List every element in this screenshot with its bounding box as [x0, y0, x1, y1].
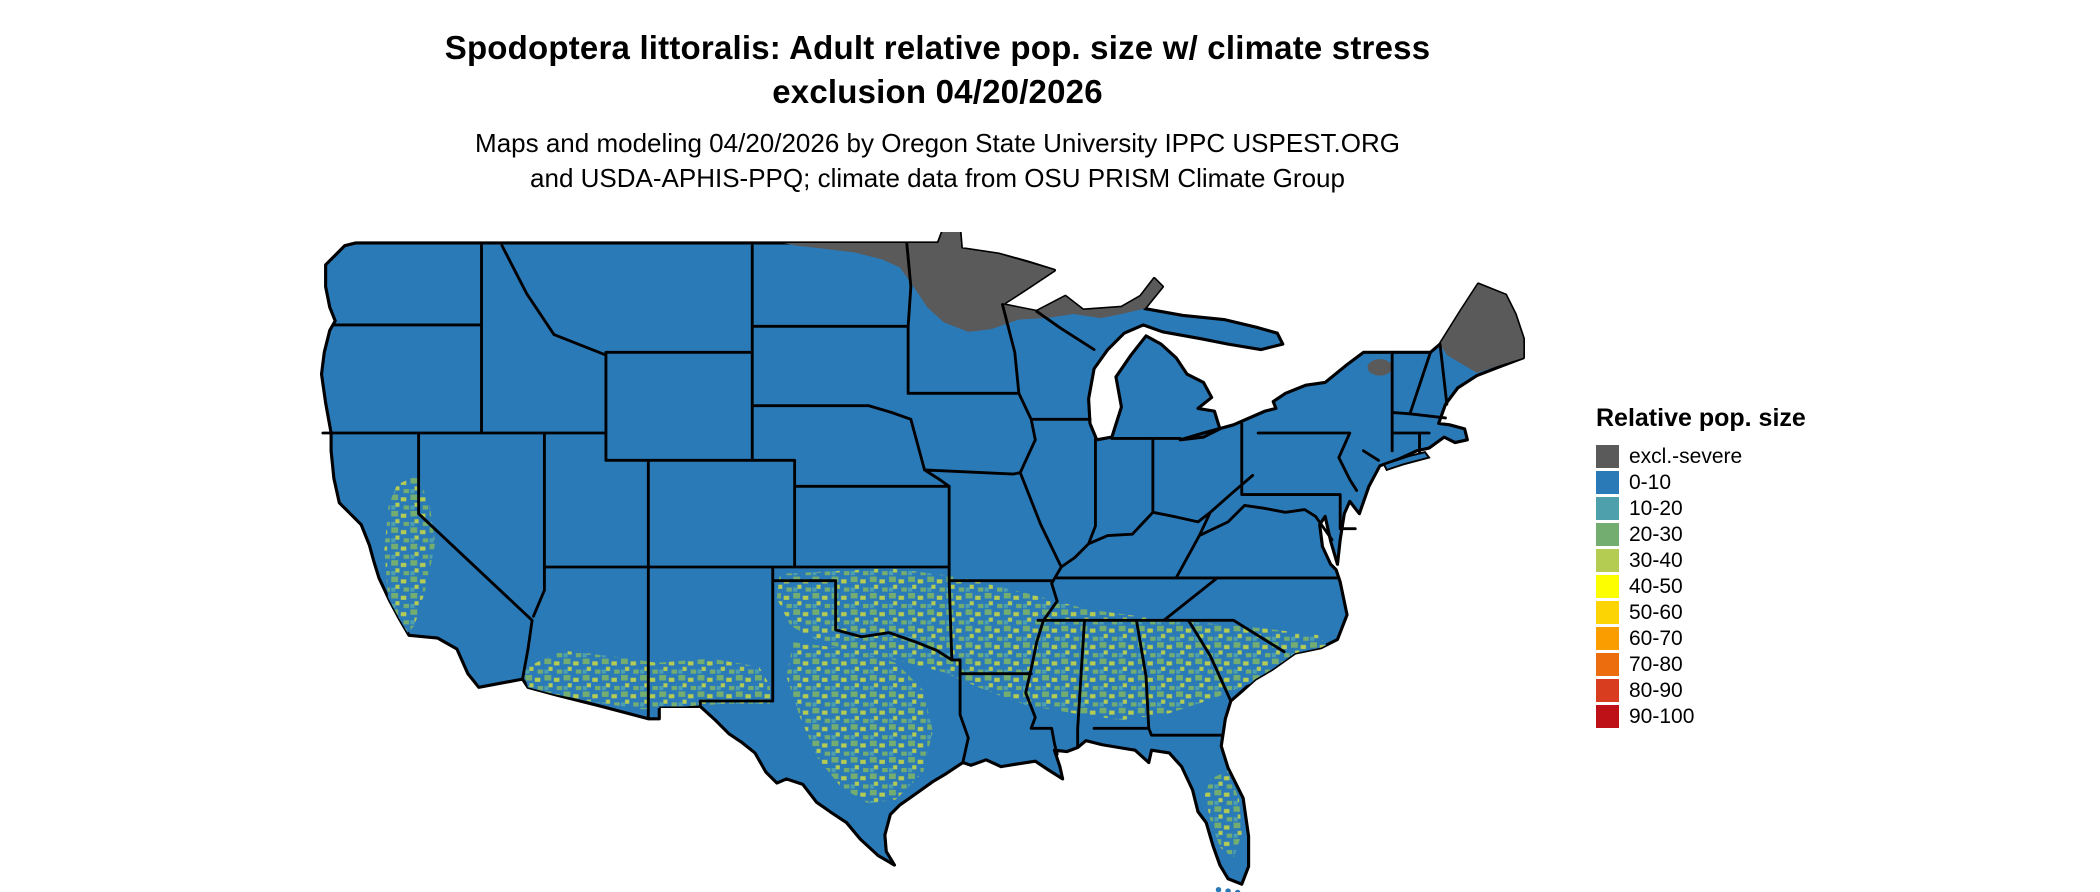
legend-label: 0-10	[1629, 471, 1672, 494]
subtitle-text: Maps and modeling 04/20/2026 by Oregon S…	[475, 128, 1400, 193]
legend-label: 10-20	[1629, 497, 1683, 520]
long-island	[1382, 451, 1431, 472]
legend-item: 20-30	[1596, 523, 1806, 546]
legend-label: excl.-severe	[1629, 445, 1743, 468]
legend-swatch	[1596, 679, 1619, 702]
speckle-texas	[786, 642, 933, 804]
legend-label: 20-30	[1629, 523, 1683, 546]
legend-swatch	[1596, 601, 1619, 624]
legend-swatch	[1596, 523, 1619, 546]
speckle-arizona-newmexico	[522, 650, 771, 710]
legend-item: 40-50	[1596, 575, 1806, 598]
legend-label: 60-70	[1629, 627, 1683, 650]
legend: Relative pop. size excl.-severe 0-10 10-…	[1596, 404, 1806, 731]
legend-swatch	[1596, 471, 1619, 494]
legend-item: 0-10	[1596, 471, 1806, 494]
legend-swatch	[1596, 627, 1619, 650]
page-subtitle: Maps and modeling 04/20/2026 by Oregon S…	[0, 126, 1875, 196]
legend-label: 40-50	[1629, 575, 1683, 598]
legend-swatch	[1596, 653, 1619, 676]
legend-label: 30-40	[1629, 549, 1683, 572]
legend-item: 50-60	[1596, 601, 1806, 624]
florida-keys	[1215, 886, 1241, 892]
exclusion-region-adirondacks	[1367, 359, 1393, 376]
legend-label: 80-90	[1629, 679, 1683, 702]
state-borders	[321, 241, 1449, 764]
legend-swatch	[1596, 705, 1619, 728]
legend-item: excl.-severe	[1596, 445, 1806, 468]
us-landmass	[319, 232, 1526, 886]
legend-item: 60-70	[1596, 627, 1806, 650]
legend-swatch	[1596, 497, 1619, 520]
legend-swatch	[1596, 575, 1619, 598]
legend-label: 70-80	[1629, 653, 1683, 676]
legend-item: 10-20	[1596, 497, 1806, 520]
legend-swatch	[1596, 549, 1619, 572]
speckle-southeast-band	[776, 568, 1330, 721]
legend-label: 50-60	[1629, 601, 1683, 624]
title-line-1: Spodoptera littoralis: Adult relative po…	[444, 29, 1431, 66]
us-map-svg	[319, 232, 1526, 892]
legend-title: Relative pop. size	[1596, 404, 1806, 432]
legend-item: 30-40	[1596, 549, 1806, 572]
legend-item: 80-90	[1596, 679, 1806, 702]
legend-label: 90-100	[1629, 705, 1695, 728]
legend-swatch	[1596, 445, 1619, 468]
speckle-florida	[1204, 770, 1242, 859]
page-title: Spodoptera littoralis: Adult relative po…	[0, 26, 1875, 114]
legend-item: 70-80	[1596, 653, 1806, 676]
us-map	[314, 232, 1546, 892]
legend-item: 90-100	[1596, 705, 1806, 728]
title-line-2: exclusion 04/20/2026	[772, 73, 1103, 110]
